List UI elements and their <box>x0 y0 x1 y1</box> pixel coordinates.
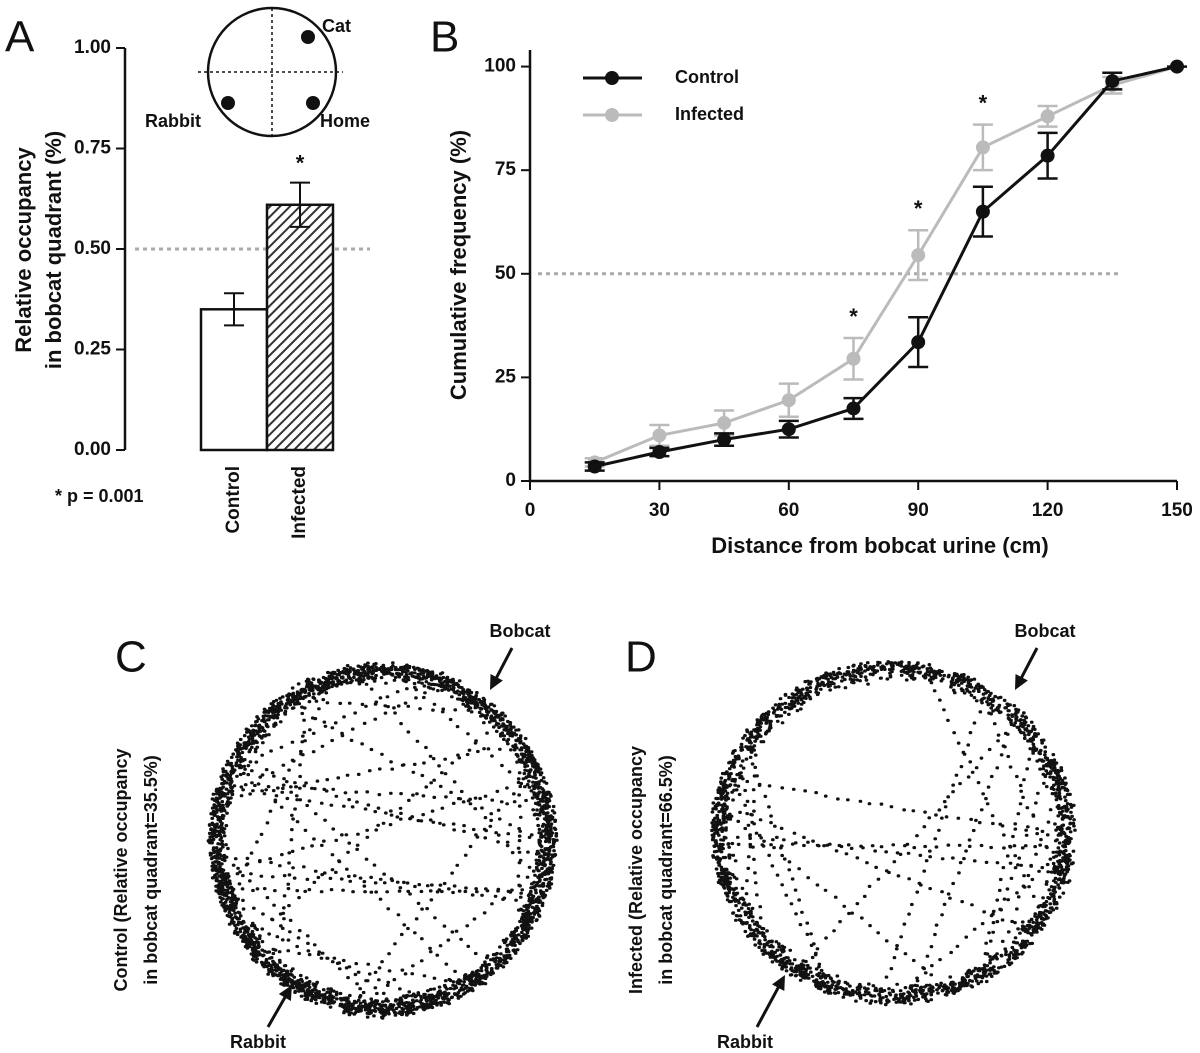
marker-arrow <box>1017 647 1039 684</box>
inset-dot <box>306 96 320 110</box>
series-line <box>594 65 1178 464</box>
data-point <box>587 459 602 474</box>
x-tick-label: 60 <box>778 500 799 521</box>
data-point <box>781 422 796 437</box>
error-bar <box>224 292 244 327</box>
significance-marker: * <box>296 150 305 175</box>
note: * p = 0.001 <box>55 486 144 506</box>
legend-marker <box>605 108 619 122</box>
marker-arrow <box>266 991 290 1028</box>
y-tick-label: 100 <box>484 56 516 77</box>
panel-label: C <box>115 633 147 682</box>
legend-marker <box>605 71 619 85</box>
data-point <box>975 204 990 219</box>
y-tick-label: 0.00 <box>74 439 111 460</box>
significance-marker: * <box>914 196 923 221</box>
x-tick-label: Control <box>223 466 244 534</box>
inset-label: Cat <box>322 16 351 36</box>
significance-marker: * <box>979 90 988 115</box>
inset-dot <box>221 96 235 110</box>
marker-arrowhead <box>1015 674 1028 690</box>
inset-label: Rabbit <box>145 111 201 131</box>
trajectory-dots <box>206 661 559 1020</box>
data-point <box>717 415 732 430</box>
error-bar <box>290 181 310 228</box>
marker-arrow <box>492 647 514 684</box>
data-point <box>1040 109 1055 124</box>
y-tick-label: 0.75 <box>74 138 111 159</box>
marker-arrowhead <box>278 985 292 1001</box>
legend-label: Infected <box>675 104 744 124</box>
inset-label: Home <box>320 111 370 131</box>
x-tick-label: Infected <box>289 466 310 539</box>
marker-arrowhead <box>490 674 503 690</box>
x-tick-label: 0 <box>525 500 536 521</box>
data-point <box>652 444 667 459</box>
inset-divider <box>198 8 343 136</box>
y-axis-label: in bobcat quadrant (%) <box>41 131 66 369</box>
panel-label: D <box>625 633 657 682</box>
bar <box>265 203 335 452</box>
x-axis-label: Distance from bobcat urine (cm) <box>711 533 1048 558</box>
y-tick-label: 75 <box>495 159 517 180</box>
bar <box>199 308 269 452</box>
y-axis-label: Infected (Relative occupancy <box>626 746 646 994</box>
marker-arrowhead <box>772 975 785 991</box>
panel-label: B <box>430 13 459 62</box>
y-tick-label: 0.25 <box>74 339 111 360</box>
data-point <box>911 335 926 350</box>
y-axis-label: in bobcat quadrant=66.5%) <box>656 755 676 985</box>
y-tick-label: 1.00 <box>74 37 111 58</box>
data-point <box>1105 74 1120 89</box>
data-point <box>652 428 667 443</box>
marker-label: Rabbit <box>230 1032 286 1052</box>
x-tick-label: 120 <box>1032 500 1064 521</box>
data-point <box>1040 148 1055 163</box>
significance-marker: * <box>849 304 858 329</box>
y-tick-label: 0 <box>505 470 516 491</box>
inset-dot <box>301 30 315 44</box>
data-point <box>781 393 796 408</box>
data-point <box>846 351 861 366</box>
y-axis-label: in bobcat quadrant=35.5%) <box>141 755 161 985</box>
y-tick-label: 50 <box>495 263 516 284</box>
y-tick-label: 0.50 <box>74 238 111 259</box>
trajectory-dots <box>710 660 1077 1007</box>
data-point <box>911 248 926 263</box>
y-axis-label: Relative occupancy <box>11 147 36 353</box>
data-point <box>1170 59 1184 74</box>
data-point <box>717 432 732 447</box>
marker-arrow <box>755 981 783 1028</box>
data-point <box>975 140 990 155</box>
y-axis-label: Control (Relative occupancy <box>111 748 131 991</box>
x-tick-label: 150 <box>1161 500 1193 521</box>
y-axis-label: Cumulative frequency (%) <box>446 130 471 400</box>
series-line <box>594 65 1178 468</box>
x-tick-label: 90 <box>908 500 929 521</box>
x-tick-label: 30 <box>649 500 670 521</box>
marker-label: Bobcat <box>489 621 550 641</box>
panel-label: A <box>5 13 35 62</box>
marker-label: Bobcat <box>1014 621 1075 641</box>
legend-label: Control <box>675 67 739 87</box>
marker-label: Rabbit <box>717 1032 773 1052</box>
data-point <box>846 401 861 416</box>
y-tick-label: 25 <box>495 366 517 387</box>
